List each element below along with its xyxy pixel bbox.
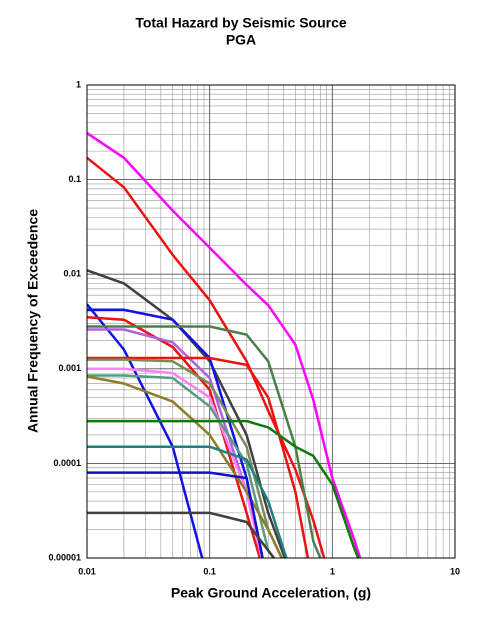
y-tick-label: 0.1 — [68, 174, 81, 184]
y-tick-label: 0.00001 — [48, 552, 81, 562]
y-tick-label: 0.0001 — [53, 458, 81, 468]
series-line — [87, 356, 310, 558]
x-tick-label: 0.01 — [78, 566, 96, 576]
y-tick-label: 1 — [76, 79, 81, 89]
plot-frame — [86, 84, 456, 559]
x-tick-label: 1 — [330, 566, 335, 576]
x-tick-label: 0.1 — [203, 566, 216, 576]
y-tick-label: 0.001 — [58, 363, 81, 373]
series-line — [87, 325, 322, 558]
series-line — [87, 374, 276, 558]
grid — [86, 84, 456, 559]
series-line — [87, 419, 360, 558]
series-line — [87, 367, 263, 558]
series-line — [87, 471, 264, 558]
series-line — [87, 375, 284, 558]
series-line — [87, 511, 276, 558]
series-line — [87, 132, 362, 558]
chart-title: Total Hazard by Seismic Source — [135, 15, 347, 31]
series-line — [87, 445, 288, 558]
y-axis-label: Annual Frequency of Exceedence — [25, 209, 41, 433]
x-axis-label: Peak Ground Acceleration, (g) — [171, 585, 371, 601]
x-tick-label: 10 — [450, 566, 460, 576]
y-tick-label: 0.01 — [63, 269, 81, 279]
chart-subtitle: PGA — [226, 32, 256, 48]
lines — [87, 132, 362, 558]
